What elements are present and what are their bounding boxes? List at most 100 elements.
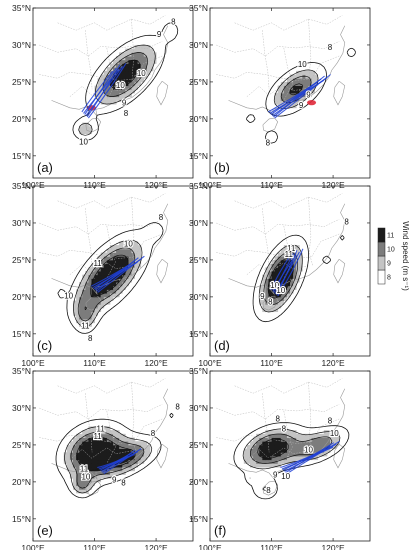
- x-tick-label: 110°E: [83, 180, 106, 190]
- panel-label: (f): [214, 523, 226, 538]
- colorbar-level-label: 10: [387, 247, 395, 254]
- blue-track-line: [96, 257, 139, 292]
- colorbar-swatch: [377, 227, 386, 243]
- x-tick-label: 120°E: [321, 358, 345, 368]
- y-tick-label: 25°N: [189, 255, 208, 265]
- province-border: [216, 219, 340, 235]
- province-border: [106, 225, 116, 279]
- coastline: [51, 203, 169, 295]
- colorbar-level-label: 9: [387, 261, 391, 268]
- y-tick-label: 35°N: [189, 3, 208, 13]
- blue-track-line: [276, 250, 298, 296]
- contour-label: 10: [276, 286, 285, 295]
- y-tick-label: 30°N: [12, 218, 31, 228]
- x-tick-label: 100°E: [21, 543, 45, 550]
- contour-label: 9: [122, 99, 127, 108]
- province-border: [216, 404, 340, 420]
- province-border: [262, 30, 270, 90]
- y-tick-label: 20°N: [12, 292, 31, 302]
- taiwan-outline: [156, 80, 169, 106]
- contour-label: 10: [137, 69, 146, 78]
- province-border: [308, 197, 314, 266]
- y-tick-label: 35°N: [12, 181, 31, 191]
- panel-label: (e): [37, 523, 53, 538]
- contour-label: 9: [157, 30, 162, 39]
- x-tick-label: 110°E: [260, 543, 283, 550]
- contour-8: [55, 412, 174, 499]
- contour-label: 10: [330, 429, 339, 438]
- contour-label: 8: [151, 429, 156, 438]
- taiwan-outline: [156, 443, 169, 469]
- province-border: [283, 225, 293, 279]
- y-tick-label: 30°N: [12, 40, 31, 50]
- province-border: [57, 15, 166, 31]
- panel-frame: [209, 370, 371, 542]
- contour-label: 11: [80, 465, 89, 474]
- x-tick-label: 120°E: [144, 543, 168, 550]
- contour-8: [57, 222, 164, 334]
- taiwan-outline: [333, 443, 346, 469]
- wind-speed-shading: [63, 426, 151, 494]
- y-tick-label: 25°N: [12, 77, 31, 87]
- contour-label: 8: [275, 414, 280, 423]
- contour-label: 10: [281, 472, 290, 481]
- contour-label: 9: [299, 101, 304, 110]
- contour-label: 8: [175, 402, 180, 411]
- contour-label: 8: [124, 109, 129, 118]
- coastline: [228, 203, 346, 295]
- contour-label: 8: [266, 138, 271, 147]
- contour-9: [258, 244, 303, 313]
- contour-label: 8: [344, 217, 349, 226]
- hainan-outline: [85, 117, 102, 133]
- panel-frame: [32, 7, 194, 179]
- colorbar-swatch: [377, 269, 386, 285]
- contour-9: [64, 426, 153, 494]
- y-tick-label: 20°N: [189, 114, 208, 124]
- y-tick-label: 15°N: [189, 329, 208, 339]
- contour-10: [263, 251, 299, 306]
- contour-11: [257, 438, 289, 459]
- contour-10: [70, 431, 145, 489]
- contour-9: [78, 44, 156, 136]
- x-tick-label: 100°E: [21, 358, 45, 368]
- y-tick-label: 15°N: [12, 514, 31, 524]
- y-tick-label: 35°N: [12, 3, 31, 13]
- blue-track-line: [103, 448, 142, 475]
- contour-label: 11: [97, 425, 106, 434]
- coastline: [228, 25, 346, 117]
- wind-speed-contours: [57, 222, 164, 334]
- blue-track-line: [102, 449, 136, 474]
- contour-label: 9: [260, 292, 265, 301]
- x-tick-label: 120°E: [144, 180, 168, 190]
- province-border: [85, 393, 93, 453]
- contour-label: 11: [81, 322, 90, 331]
- colorbar-swatch: [377, 255, 386, 271]
- hainan-outline: [85, 480, 102, 496]
- contour-label: 9: [273, 470, 278, 479]
- province-border: [216, 233, 340, 259]
- province-border: [216, 418, 340, 444]
- province-border: [262, 393, 270, 453]
- contour-label: 8: [159, 213, 164, 222]
- red-hotspot: [307, 100, 317, 106]
- contour-label: 8: [266, 486, 271, 495]
- y-tick-label: 30°N: [189, 40, 208, 50]
- province-border: [39, 219, 163, 235]
- blue-track-line: [284, 443, 337, 472]
- panel-c: 8 10 11 10 11 8 100°E 110°E 120°E 15°N 20°N 25°N 30°…: [12, 181, 194, 368]
- contour-label: 10: [116, 81, 125, 90]
- x-tick-label: 110°E: [83, 543, 106, 550]
- colorbar-level-label: 11: [387, 233, 394, 240]
- blue-track-line: [98, 453, 135, 470]
- taiwan-outline: [333, 80, 346, 106]
- blue-track-line: [86, 64, 121, 118]
- province-border: [106, 410, 116, 464]
- coastline: [228, 388, 346, 480]
- coastline: [51, 388, 169, 480]
- province-border: [308, 382, 314, 451]
- blue-track-line: [285, 442, 335, 474]
- contour-label: 10: [270, 281, 279, 290]
- y-tick-label: 25°N: [12, 255, 31, 265]
